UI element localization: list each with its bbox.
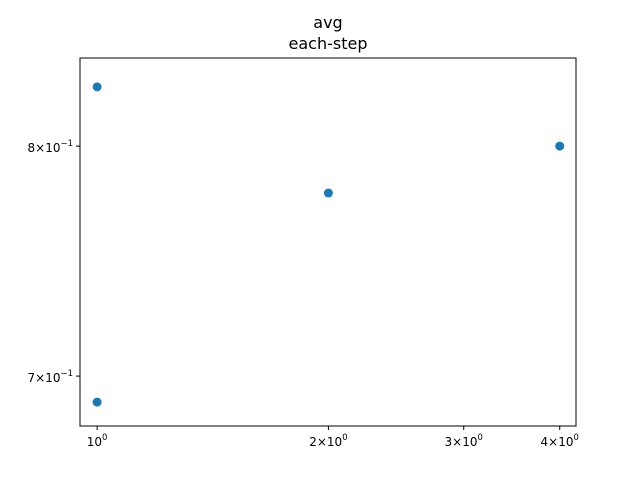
x-tick-label: 4×100: [541, 433, 579, 449]
data-points: [92, 82, 565, 407]
data-point: [323, 188, 333, 198]
y-axis-ticks: 7×10−1 8×10−1: [27, 139, 80, 385]
x-tick-label: 100: [87, 433, 108, 449]
chart-title: avg: [313, 13, 342, 32]
plot-area-frame: [79, 57, 577, 427]
y-tick-label: 7×10−1: [27, 369, 73, 385]
data-point: [92, 397, 102, 407]
chart-subtitle: each-step: [289, 34, 368, 53]
y-tick-label: 8×10−1: [27, 139, 73, 155]
x-tick-label: 2×100: [309, 433, 347, 449]
x-tick-label: 3×100: [445, 433, 483, 449]
data-point: [92, 82, 102, 92]
x-axis-ticks: 100 2×100 3×100 4×100: [87, 426, 579, 449]
data-point: [555, 141, 565, 151]
